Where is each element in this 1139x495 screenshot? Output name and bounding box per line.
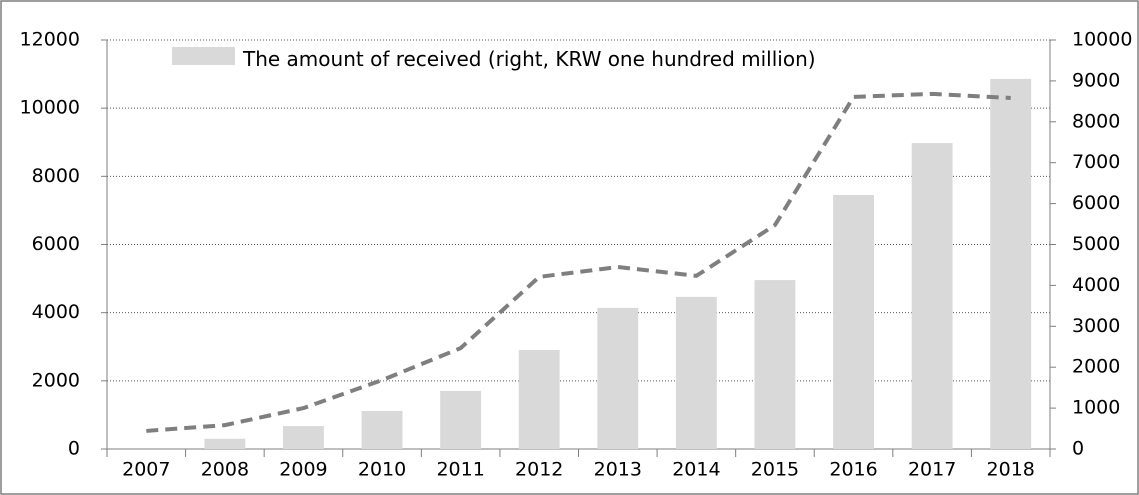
x-tick-label: 2016: [829, 459, 877, 481]
y-tick-label: 8000: [32, 165, 80, 187]
x-tick-label: 2018: [987, 459, 1035, 481]
y-tick-label: 10000: [20, 97, 80, 119]
bar: [990, 78, 1032, 449]
x-tick-label: 2009: [279, 459, 327, 481]
bar: [597, 307, 639, 449]
x-tick-label: 2012: [515, 459, 563, 481]
y-tick-label: 6000: [32, 233, 80, 255]
y-tick-label: 0: [68, 438, 80, 460]
bar: [911, 143, 953, 449]
y-tick-label: 2000: [32, 369, 80, 391]
bar: [518, 350, 560, 449]
legend-label: The amount of received (right, KRW one h…: [243, 47, 816, 71]
bar: [675, 296, 717, 449]
y2-tick-label: 3000: [1072, 315, 1120, 337]
y2-tick-label: 7000: [1072, 151, 1120, 173]
y2-tick-label: 10000: [1072, 29, 1132, 51]
x-tick-label: 2008: [201, 459, 249, 481]
x-tick-label: 2013: [594, 459, 642, 481]
x-tick-label: 2017: [908, 459, 956, 481]
bar: [361, 410, 403, 449]
legend-swatch: [172, 47, 235, 65]
y2-tick-label: 0: [1072, 438, 1084, 460]
y2-tick-label: 4000: [1072, 274, 1120, 296]
bar: [440, 390, 482, 449]
y2-tick-label: 9000: [1072, 69, 1120, 91]
y2-tick-label: 2000: [1072, 356, 1120, 378]
y-tick-label: 4000: [32, 301, 80, 323]
y2-tick-label: 8000: [1072, 110, 1120, 132]
y2-tick-label: 6000: [1072, 192, 1120, 214]
x-tick-label: 2007: [122, 459, 170, 481]
x-tick-label: 2015: [751, 459, 799, 481]
y-tick-label: 12000: [20, 29, 80, 51]
bar: [754, 280, 796, 449]
x-tick-label: 2014: [672, 459, 720, 481]
bar: [833, 195, 874, 449]
y2-tick-label: 5000: [1072, 233, 1120, 255]
y2-tick-label: 1000: [1072, 397, 1120, 419]
bar: [283, 426, 324, 449]
x-tick-label: 2010: [358, 459, 406, 481]
bar: [204, 438, 246, 449]
x-tick-label: 2011: [436, 459, 484, 481]
